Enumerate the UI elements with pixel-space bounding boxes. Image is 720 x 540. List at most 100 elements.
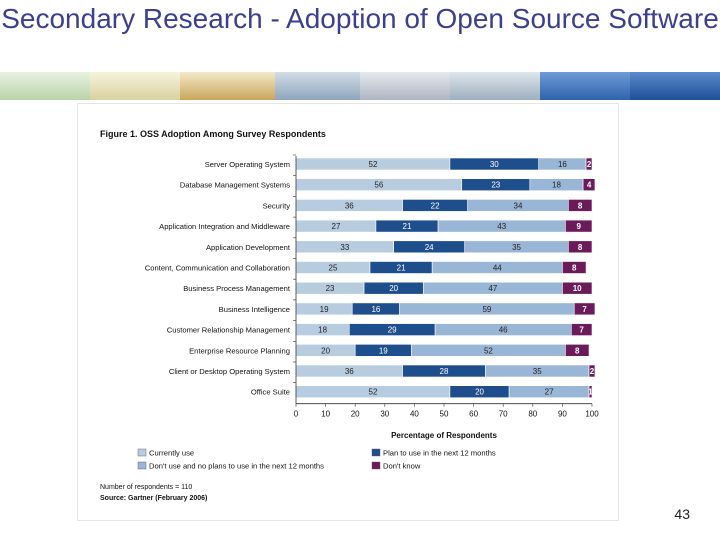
data-label: 20 [389,284,398,293]
x-tick-label: 80 [528,410,537,419]
category-label: Security [263,201,291,210]
bar-segment [568,240,593,254]
x-tick-label: 20 [351,410,360,419]
data-label: 18 [552,181,561,190]
data-label: 10 [573,284,582,293]
data-label: 27 [332,222,341,231]
data-label: 16 [371,305,380,314]
legend-label: Plan to use in the next 12 months [383,449,496,458]
category-label: Enterprise Resource Planning [189,346,290,355]
data-label: 27 [545,388,554,397]
data-label: 29 [388,326,397,335]
data-label: 36 [345,201,354,210]
data-label: 8 [578,201,583,210]
category-label: Client or Desktop Operating System [169,367,290,376]
data-label: 35 [533,367,542,376]
bar-segment [585,157,593,171]
data-label: 33 [340,243,349,252]
data-label: 8 [572,264,577,273]
data-label: 23 [326,284,335,293]
bar-segment [570,323,593,336]
bar-segment [562,281,593,295]
data-label: 7 [579,326,584,335]
category-label: Application Development [206,243,291,252]
data-label: 4 [587,181,592,190]
data-label: 24 [425,243,434,252]
bar-segment [588,385,593,399]
x-tick-label: 100 [585,410,599,419]
category-label: Customer Relationship Management [167,326,291,335]
data-label: 43 [497,222,506,231]
data-label: 52 [369,160,378,169]
data-label: 20 [321,346,330,355]
data-label: 2 [590,367,595,376]
oss-adoption-chart: Figure 1. OSS Adoption Among Survey Resp… [100,129,599,502]
x-tick-label: 60 [469,410,478,419]
category-label: Database Management Systems [180,181,290,190]
data-label: 23 [491,181,500,190]
bar-segment [565,344,590,357]
respondents-note: Number of respondents = 110 [100,484,192,491]
header-banner [0,72,720,100]
figure-panel: Figure 1. OSS Adoption Among Survey Resp… [78,104,618,520]
bar-segment [573,302,596,316]
data-label: 8 [575,346,580,355]
slide-title: Secondary Research - Adoption of Open So… [1,3,719,34]
bar-segment [562,261,587,274]
data-label: 2 [587,160,592,169]
data-label: 16 [558,160,567,169]
data-label: 46 [499,326,508,335]
data-label: 22 [431,201,440,210]
data-label: 56 [374,181,383,190]
data-label: 8 [578,243,583,252]
data-label: 20 [475,388,484,397]
category-label: Business Intelligence [219,305,290,314]
data-label: 9 [576,222,581,231]
data-label: 30 [490,160,499,169]
bar-segment [565,219,593,233]
data-label: 34 [514,201,523,210]
data-label: 21 [397,264,406,273]
legend-swatch [137,448,147,457]
data-label: 52 [369,388,378,397]
data-label: 7 [582,305,587,314]
page-number: 43 [674,506,690,522]
x-tick-label: 70 [499,410,508,419]
data-label: 44 [493,264,502,273]
data-label: 28 [440,367,449,376]
bar-segment [588,364,596,378]
data-label: 52 [484,346,493,355]
x-tick-label: 90 [558,410,567,419]
category-label: Application Integration and Middleware [159,222,290,231]
x-tick-label: 30 [380,410,389,419]
x-axis-title: Percentage of Respondents [391,431,497,440]
legend-label: Currently use [149,449,194,458]
data-label: 47 [488,284,497,293]
x-tick-label: 10 [321,410,330,419]
x-tick-label: 50 [440,410,449,419]
x-tick-label: 40 [410,410,419,419]
data-label: 21 [403,222,412,231]
category-label: Business Process Management [183,284,291,293]
legend-label: Don't know [383,462,421,471]
source-note: Source: Gartner (February 2006) [100,495,207,502]
data-label: 35 [512,243,521,252]
data-label: 19 [379,346,388,355]
bar-segment [582,178,596,191]
category-label: Content, Communication and Collaboration [145,264,290,273]
legend-swatch [371,461,381,470]
data-label: 1 [588,388,593,397]
x-tick-label: 0 [294,410,299,419]
data-label: 19 [320,305,329,314]
category-label: Office Suite [251,388,290,397]
legend-swatch [137,461,147,470]
chart-title: Figure 1. OSS Adoption Among Survey Resp… [100,129,326,139]
legend-swatch [371,448,381,457]
data-label: 25 [329,264,338,273]
category-label: Server Operating System [205,160,290,169]
data-label: 36 [345,367,354,376]
legend-label: Don't use and no plans to use in the nex… [149,462,324,471]
bar-segment [568,199,593,212]
data-label: 18 [318,326,327,335]
data-label: 59 [482,305,491,314]
